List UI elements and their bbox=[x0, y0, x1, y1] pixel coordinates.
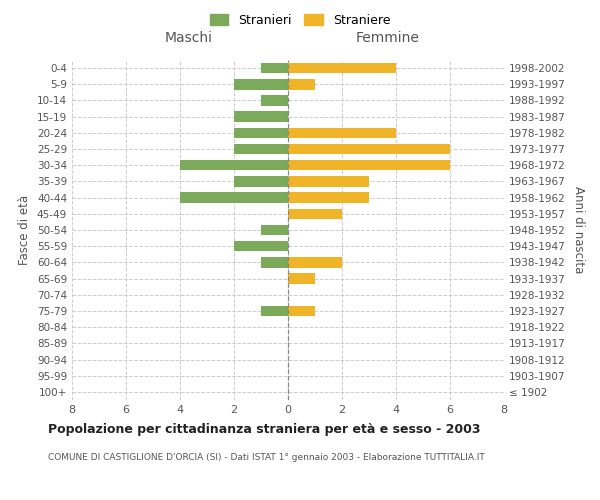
Bar bbox=[288, 257, 342, 268]
Bar bbox=[180, 192, 288, 203]
Bar bbox=[234, 112, 288, 122]
Bar bbox=[234, 128, 288, 138]
Bar bbox=[234, 79, 288, 90]
Bar bbox=[261, 224, 288, 235]
Bar bbox=[288, 306, 315, 316]
Bar bbox=[288, 128, 396, 138]
Bar bbox=[234, 176, 288, 186]
Bar bbox=[234, 144, 288, 154]
Bar bbox=[288, 63, 396, 74]
Y-axis label: Fasce di età: Fasce di età bbox=[19, 195, 31, 265]
Bar bbox=[288, 79, 315, 90]
Bar bbox=[288, 144, 450, 154]
Y-axis label: Anni di nascita: Anni di nascita bbox=[572, 186, 585, 274]
Bar bbox=[261, 95, 288, 106]
Text: Femmine: Femmine bbox=[355, 30, 419, 44]
Bar bbox=[288, 176, 369, 186]
Text: Popolazione per cittadinanza straniera per età e sesso - 2003: Popolazione per cittadinanza straniera p… bbox=[48, 422, 481, 436]
Bar bbox=[261, 306, 288, 316]
Text: Maschi: Maschi bbox=[164, 30, 212, 44]
Bar bbox=[234, 241, 288, 252]
Bar bbox=[288, 274, 315, 284]
Bar bbox=[261, 257, 288, 268]
Bar bbox=[180, 160, 288, 170]
Bar bbox=[288, 208, 342, 219]
Text: COMUNE DI CASTIGLIONE D'ORCIA (SI) - Dati ISTAT 1° gennaio 2003 - Elaborazione T: COMUNE DI CASTIGLIONE D'ORCIA (SI) - Dat… bbox=[48, 452, 485, 462]
Legend: Stranieri, Straniere: Stranieri, Straniere bbox=[205, 8, 395, 32]
Bar bbox=[288, 160, 450, 170]
Bar bbox=[261, 63, 288, 74]
Bar bbox=[288, 192, 369, 203]
